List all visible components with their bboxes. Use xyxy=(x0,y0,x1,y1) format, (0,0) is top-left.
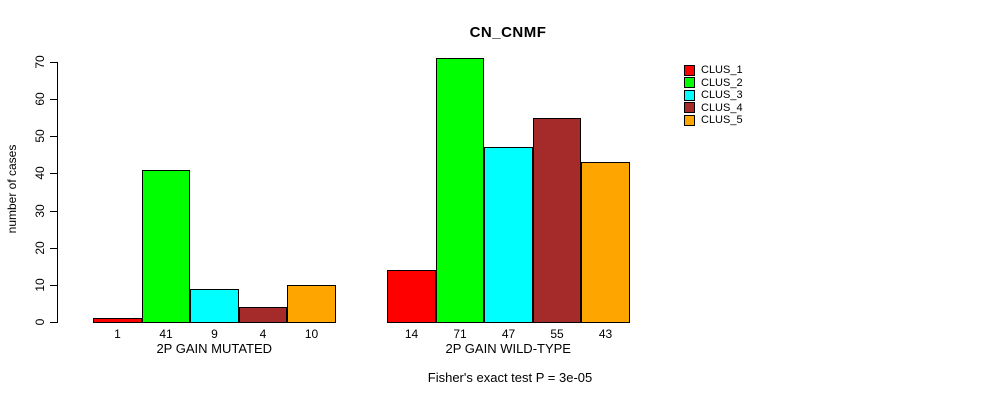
legend-swatch xyxy=(684,77,695,89)
y-axis-tick xyxy=(50,247,58,249)
bar-value-label: 9 xyxy=(211,327,218,341)
legend-item-label: CLUS_2 xyxy=(701,76,743,89)
bar-segment xyxy=(581,162,630,323)
y-axis-tick-label: 10 xyxy=(33,278,47,292)
y-axis-tick xyxy=(50,210,58,212)
legend-item: CLUS_2 xyxy=(684,77,743,90)
bar-value-label: 14 xyxy=(404,327,419,341)
bar-segment xyxy=(436,58,484,323)
bar-segment xyxy=(142,169,190,323)
y-axis-tick-label: 30 xyxy=(33,203,47,218)
legend-item-label: CLUS_5 xyxy=(701,114,743,127)
y-axis-label: number of cases xyxy=(5,144,19,234)
footer-annotation: Fisher's exact test P = 3e-05 xyxy=(427,370,593,385)
y-axis-tick-label: 60 xyxy=(33,92,47,106)
bar-segment xyxy=(239,307,287,323)
y-axis-tick xyxy=(50,173,58,175)
bar-value-label: 1 xyxy=(114,327,121,341)
bar-value-label: 41 xyxy=(159,327,173,341)
bar-value-label: 47 xyxy=(501,327,516,341)
y-axis-line xyxy=(57,62,58,323)
y-axis-tick-label: 50 xyxy=(33,129,47,143)
bar-segment xyxy=(190,288,239,323)
legend-swatch xyxy=(684,102,695,114)
y-axis-tick xyxy=(50,136,58,138)
legend-item-label: CLUS_1 xyxy=(701,64,743,77)
x-axis-group-label: 2P GAIN WILD-TYPE xyxy=(445,341,571,356)
bar-value-label: 4 xyxy=(259,327,267,341)
legend-swatch xyxy=(684,89,695,101)
x-axis-group-label: 2P GAIN MUTATED xyxy=(156,341,273,356)
legend-item: CLUS_5 xyxy=(684,114,743,127)
y-axis-tick xyxy=(50,99,58,101)
legend-item: CLUS_4 xyxy=(684,102,743,115)
bar-value-label: 10 xyxy=(304,327,319,341)
y-axis-tick-label: 70 xyxy=(33,55,47,69)
bar-value-label: 55 xyxy=(550,327,564,341)
bar-segment xyxy=(387,270,436,323)
bar-value-label: 71 xyxy=(453,327,467,341)
legend-swatch xyxy=(684,114,695,126)
y-axis-tick xyxy=(50,62,58,63)
legend-swatch xyxy=(684,64,695,76)
y-axis-tick xyxy=(50,322,58,323)
legend-item-label: CLUS_3 xyxy=(701,89,743,102)
legend-item: CLUS_1 xyxy=(684,64,743,77)
bar-segment xyxy=(484,147,533,323)
bar-value-label: 43 xyxy=(598,327,613,341)
chart-title: CN_CNMF xyxy=(469,24,547,41)
bar-segment xyxy=(93,318,142,323)
y-axis-tick xyxy=(50,284,58,286)
y-axis-tick-label: 20 xyxy=(33,241,47,255)
legend: CLUS_1 CLUS_2 CLUS_3 CLUS_4 CLUS_5 xyxy=(684,64,743,127)
legend-item: CLUS_3 xyxy=(684,89,743,102)
legend-item-label: CLUS_4 xyxy=(701,101,743,114)
bar-segment xyxy=(533,117,581,323)
y-axis-tick-label: 0 xyxy=(33,318,47,326)
bar-segment xyxy=(287,284,336,323)
y-axis-tick-label: 40 xyxy=(33,166,47,181)
